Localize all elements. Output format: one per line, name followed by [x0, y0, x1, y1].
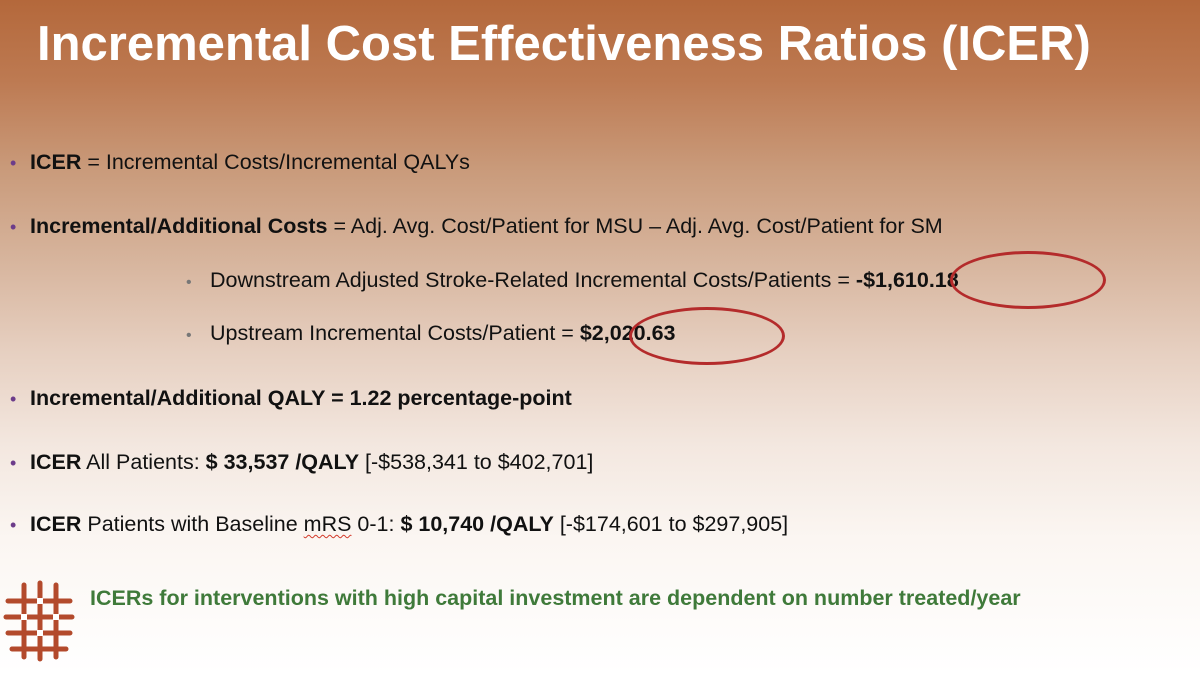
bullet-marker: •: [10, 389, 17, 409]
bullet-text: = Incremental Costs/Incremental QALYs: [81, 150, 470, 174]
sub-bullet-text: Downstream Adjusted Stroke-Related Incre…: [210, 268, 856, 292]
bold-label: Incremental/Additional Costs: [30, 214, 328, 238]
mrs-spellcheck-word: mRS: [303, 512, 352, 536]
bullet-marker: •: [10, 217, 17, 237]
bullet-marker: •: [10, 515, 17, 535]
bullet-text: Patients with Baseline: [81, 512, 304, 536]
bullet-incremental-qaly: • Incremental/Additional QALY = 1.22 perc…: [10, 385, 572, 412]
sub-bullet-text: Upstream Incremental Costs/Patient =: [210, 321, 580, 345]
bullet-icer-definition: • ICER = Incremental Costs/Incremental QA…: [10, 149, 470, 176]
highlight-circle-upstream: [629, 307, 785, 365]
bullet-text: 0-1:: [351, 512, 401, 536]
sub-bullet-downstream: • Downstream Adjusted Stroke-Related Incr…: [186, 267, 959, 296]
sub-bullet-upstream: • Upstream Incremental Costs/Patient = $2…: [186, 320, 676, 349]
downstream-value: -$1,610.18: [855, 268, 959, 292]
bold-label: ICER: [30, 450, 82, 474]
bullet-incremental-costs: • Incremental/Additional Costs = Adj. Avg…: [10, 213, 943, 240]
icer-all-value: $ 33,537 /QALY: [205, 450, 360, 474]
tagline: ICERs for interventions with high capita…: [90, 586, 1021, 610]
bullet-icer-all-patients: • ICER All Patients: $ 33,537 /QALY [-$53…: [10, 449, 593, 476]
icer-mrs-range: [-$174,601 to $297,905]: [553, 512, 789, 536]
bold-label: ICER: [30, 150, 82, 174]
sub-bullet-marker: •: [186, 274, 192, 291]
highlight-circle-downstream: [950, 251, 1106, 309]
bold-label: Incremental/Additional QALY = 1.22 perce…: [30, 386, 572, 410]
woven-lattice-logo-icon: [3, 580, 75, 662]
sub-bullet-marker: •: [186, 327, 192, 344]
bullet-text: All Patients:: [81, 450, 206, 474]
icer-all-range: [-$538,341 to $402,701]: [359, 450, 594, 474]
icer-mrs-value: $ 10,740 /QALY: [400, 512, 554, 536]
bullet-marker: •: [10, 453, 17, 473]
slide-title: Incremental Cost Effectiveness Ratios (I…: [37, 17, 1091, 71]
bullet-marker: •: [10, 153, 17, 173]
bold-label: ICER: [30, 512, 82, 536]
bullet-text: = Adj. Avg. Cost/Patient for MSU – Adj. …: [327, 214, 943, 238]
bullet-icer-mrs: • ICER Patients with Baseline mRS 0-1: $ …: [10, 511, 788, 538]
